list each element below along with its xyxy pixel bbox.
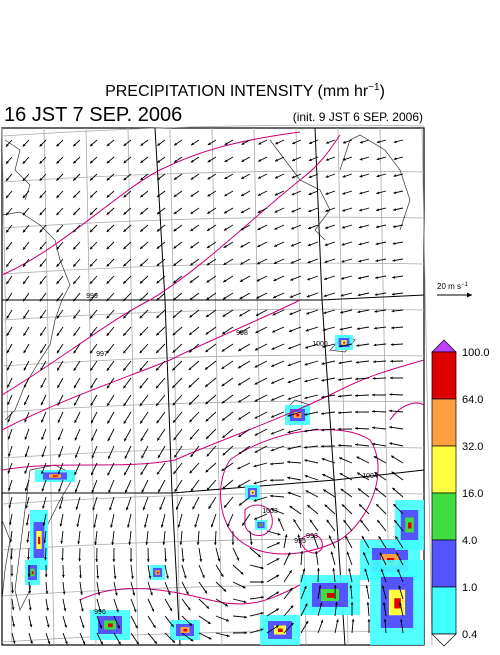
colorbar-label: 4.0 [462,535,477,547]
contour-label: 1003 [262,508,278,515]
colorbar-label: 1.0 [462,582,477,594]
title-sup: −1 [368,82,380,93]
wind-scale-text: 20 m s [437,282,461,291]
colorbar-band [432,540,456,587]
title: PRECIPITATION INTENSITY (mm hr−1) [105,82,385,100]
colorbar-band [432,399,456,446]
colorbar-under [432,634,456,646]
colorbar-label: 16.0 [462,488,483,500]
colorbar-band [432,352,456,399]
rain-area [184,629,188,631]
rain-area [32,571,34,574]
colorbar-band [432,587,456,634]
colorbar: 100.0 64.0 32.0 16.0 4.0 1.0 0.4 [432,340,490,646]
rain-area [327,593,334,598]
rain-area [343,342,345,344]
wind-scale-sup: −1 [461,282,469,288]
rain-area [278,629,283,633]
contour-label: 993 [306,533,318,540]
valid-time: 16 JST 7 SEP. 2006 [4,104,182,126]
wind-scale: 20 m s−1 [437,282,472,298]
title-end: ) [380,83,385,100]
colorbar-label: 32.0 [462,441,483,453]
wind-scale-head [467,293,472,298]
init-time: (init. 9 JST 6 SEP. 2006) [293,110,423,124]
rain-area [157,572,159,574]
rain-area [408,523,411,529]
colorbar-label: 0.4 [462,629,477,641]
colorbar-label: 100.0 [462,347,490,359]
title-text: PRECIPITATION INTENSITY (mm hr [105,83,369,100]
rain-area [53,475,58,476]
rain-area [108,624,113,628]
contour-label: 1000 [312,341,328,348]
colorbar-label: 64.0 [462,394,483,406]
colorbar-band [432,446,456,493]
colorbar-over [432,340,456,352]
map-area: 999997998100010041003993995996 [2,125,432,645]
rain-area [252,492,254,494]
contour-label: 998 [236,330,248,337]
colorbar-band [432,493,456,540]
rain-area [38,537,40,544]
rain-area [260,525,261,526]
contour-label: 997 [96,351,108,358]
rain-area [296,414,299,416]
wind-scale-label: 20 m s−1 [437,282,469,291]
